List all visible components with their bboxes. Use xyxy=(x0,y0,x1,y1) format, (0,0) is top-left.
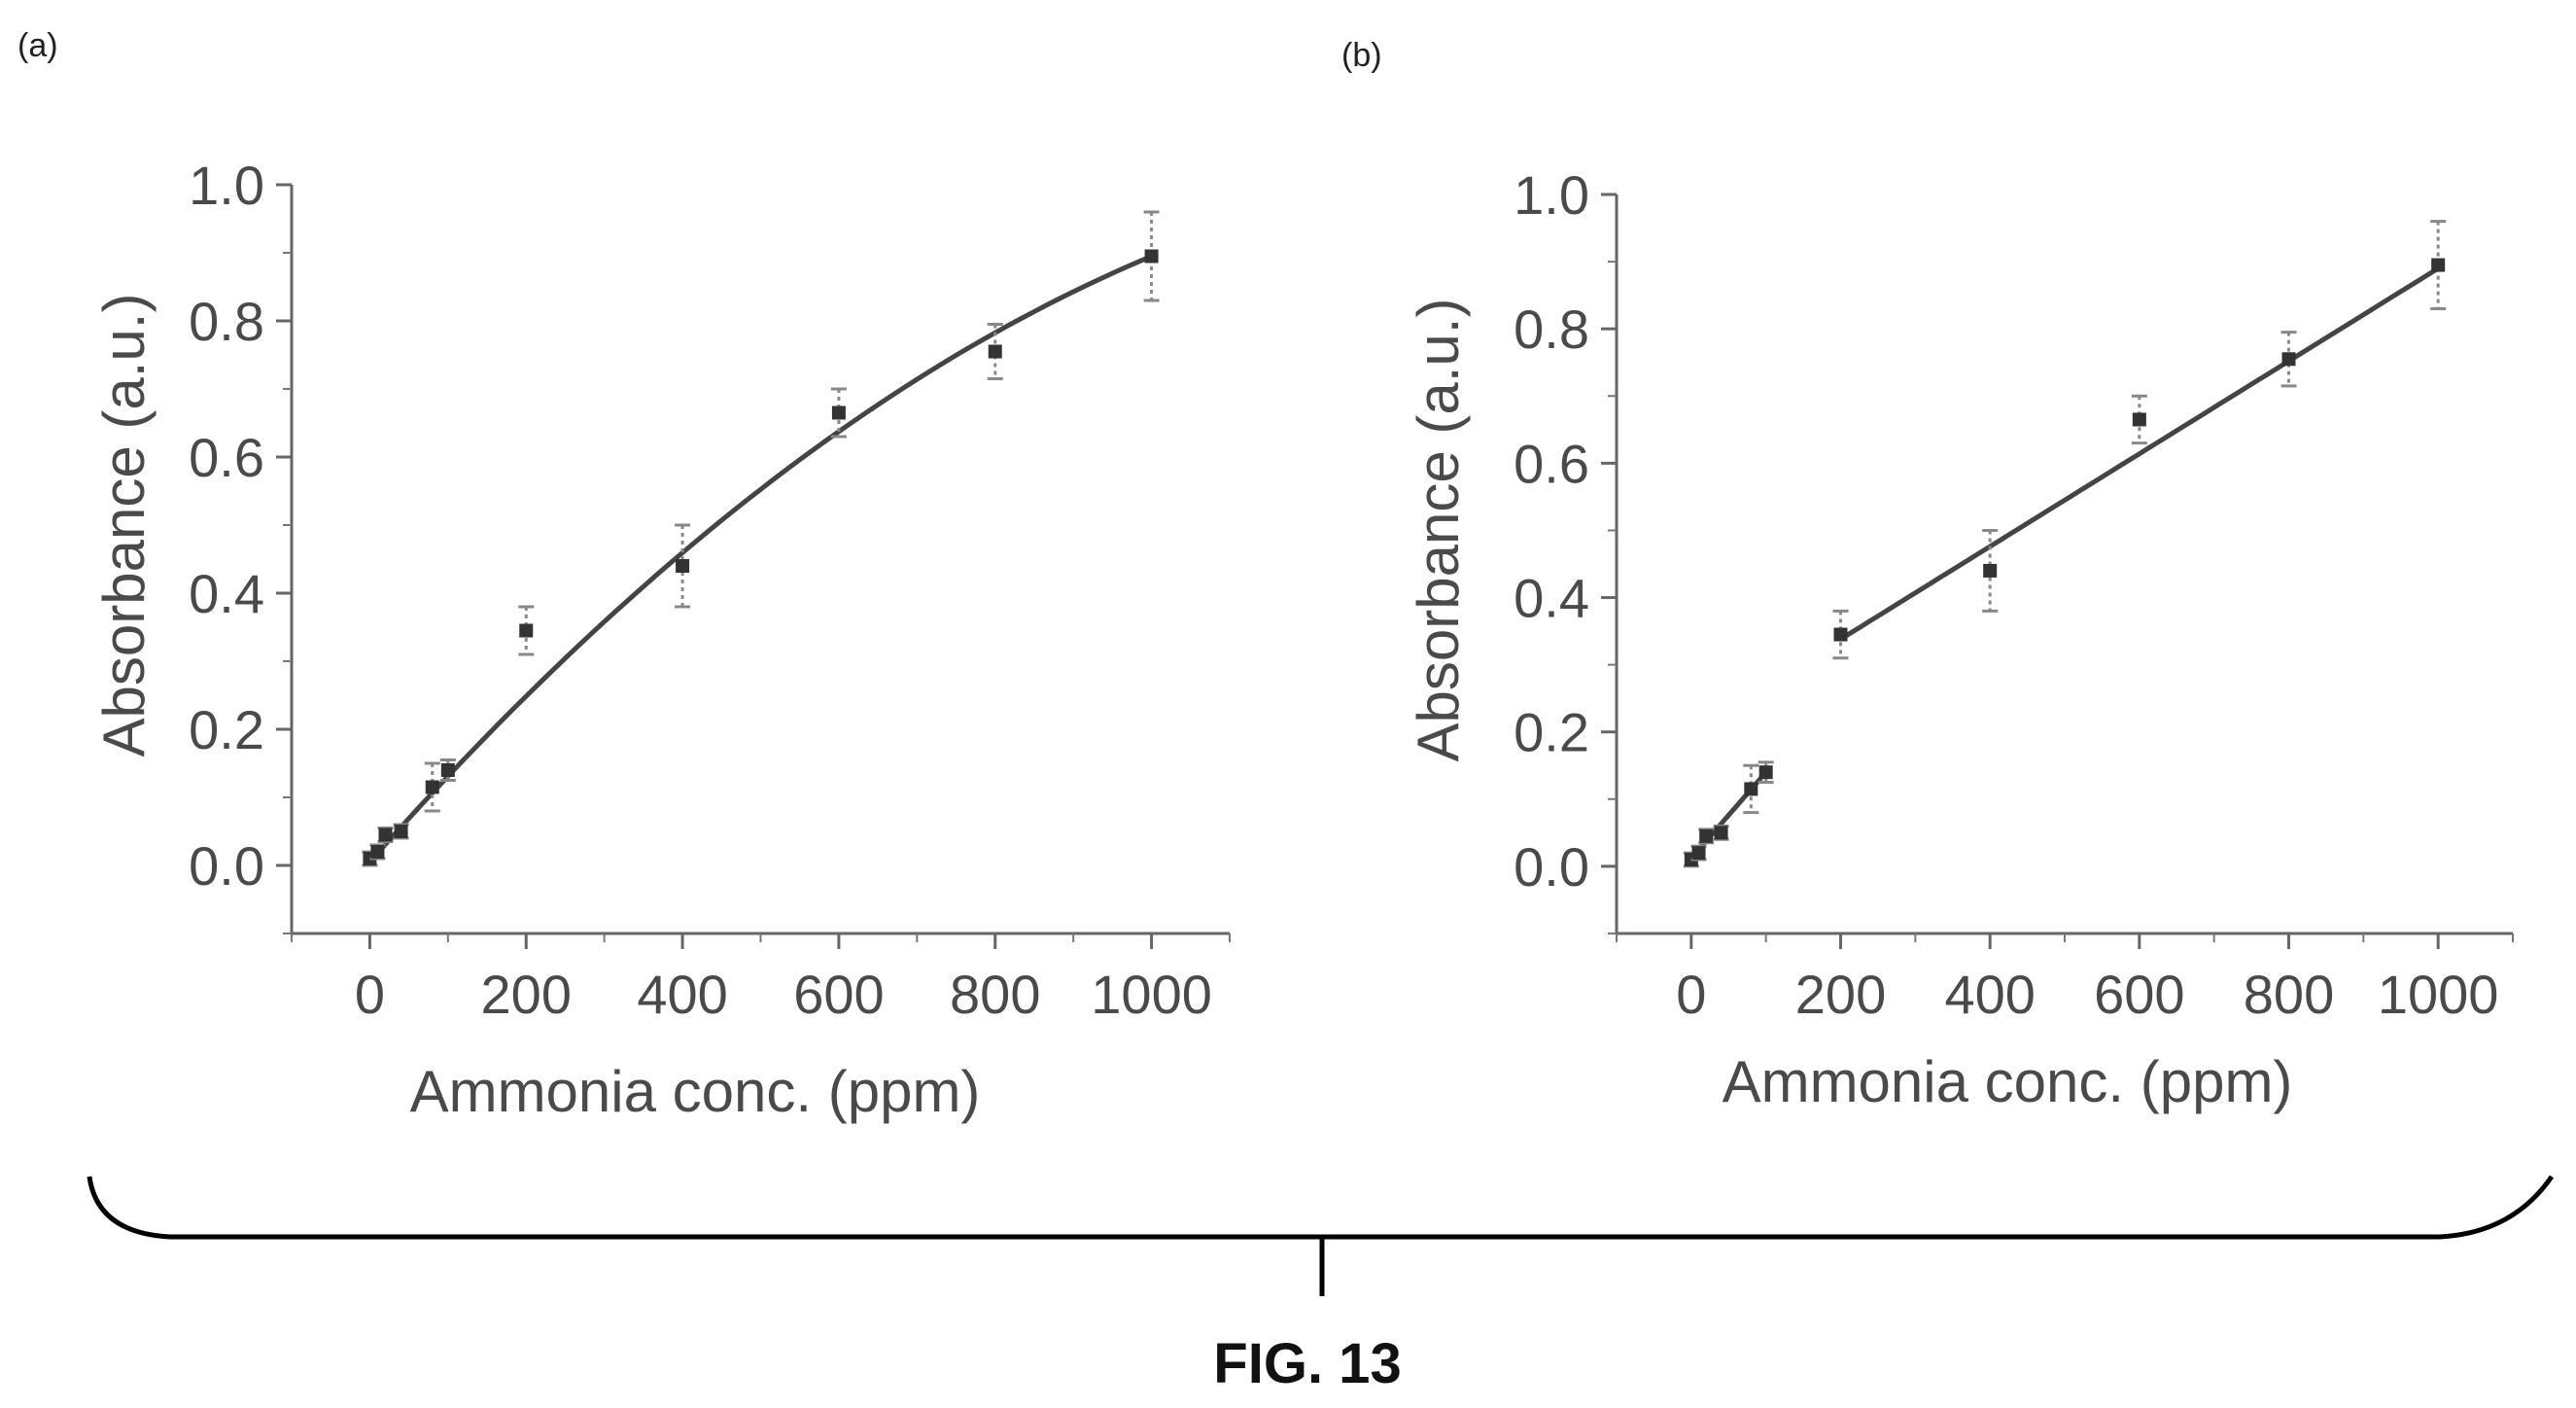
x-tick-label-a: 600 xyxy=(793,964,884,1025)
figure-label: FIG. 13 xyxy=(1213,1332,1401,1395)
y-tick-label-a: 0.2 xyxy=(189,699,264,760)
data-point-a xyxy=(440,763,455,777)
data-point-b xyxy=(1691,846,1706,861)
x-tick-label-b: 0 xyxy=(1676,964,1706,1025)
data-point-a xyxy=(988,344,1002,359)
data-point-a xyxy=(831,405,846,420)
data-point-b xyxy=(1699,828,1714,843)
data-point-a xyxy=(519,623,534,638)
y-tick-label-b: 0.4 xyxy=(1514,568,1589,629)
x-tick-label-b: 800 xyxy=(2244,964,2334,1025)
y-axis-title-a: Absorbance (a.u.) xyxy=(91,294,157,757)
fit-line-b-1 xyxy=(1839,265,2440,642)
x-tick-label-a: 0 xyxy=(355,964,385,1025)
panel-label-b: (b) xyxy=(1341,37,1382,74)
chart-b: (b) Absorbance (a.u.) Ammonia conc. (ppm… xyxy=(1341,37,2514,1114)
data-point-a xyxy=(676,559,690,573)
data-point-b xyxy=(1983,563,1998,578)
data-point-a xyxy=(378,827,393,842)
x-axis-title-a: Ammonia conc. (ppm) xyxy=(410,1059,981,1124)
x-tick-label-b: 200 xyxy=(1795,964,1886,1025)
x-tick-label-b: 1000 xyxy=(2378,964,2499,1025)
panel-label-a: (a) xyxy=(17,27,58,64)
data-point-b xyxy=(2431,258,2446,272)
y-tick-label-b: 0.6 xyxy=(1514,433,1589,494)
y-tick-label-b: 0.8 xyxy=(1514,299,1589,360)
data-point-a xyxy=(370,845,385,859)
y-tick-label-a: 0.6 xyxy=(189,427,264,488)
data-point-b xyxy=(1714,826,1728,840)
chart-a: (a) Absorbance (a.u.) Ammonia conc. (ppm… xyxy=(17,27,1231,1124)
data-point-a xyxy=(1144,249,1159,264)
x-tick-label-a: 1000 xyxy=(1091,964,1212,1025)
x-tick-label-a: 200 xyxy=(481,964,572,1025)
y-tick-label-b: 0.0 xyxy=(1514,836,1589,898)
y-axis-title-b: Absorbance (a.u.) xyxy=(1406,299,1471,762)
data-point-b xyxy=(1758,765,1773,780)
data-point-b xyxy=(2281,352,2296,367)
x-tick-label-b: 400 xyxy=(1944,964,2035,1025)
data-point-b xyxy=(1833,627,1848,642)
data-point-a xyxy=(425,780,439,794)
y-tick-label-a: 1.0 xyxy=(189,155,264,216)
data-point-b xyxy=(1744,782,1758,796)
fit-line-a-0 xyxy=(367,254,1153,864)
x-tick-label-a: 800 xyxy=(950,964,1040,1025)
y-tick-label-b: 1.0 xyxy=(1514,164,1589,226)
grouping-brace xyxy=(87,1175,2555,1240)
data-point-b xyxy=(2132,412,2146,427)
data-point-a xyxy=(394,825,408,838)
x-tick-label-a: 400 xyxy=(637,964,727,1025)
x-tick-label-b: 600 xyxy=(2094,964,2184,1025)
y-tick-label-b: 0.2 xyxy=(1514,702,1589,763)
y-tick-label-a: 0.4 xyxy=(189,563,264,624)
y-tick-label-a: 0.0 xyxy=(189,835,264,897)
x-axis-title-b: Ammonia conc. (ppm) xyxy=(1723,1049,2293,1114)
y-tick-label-a: 0.8 xyxy=(189,291,264,352)
